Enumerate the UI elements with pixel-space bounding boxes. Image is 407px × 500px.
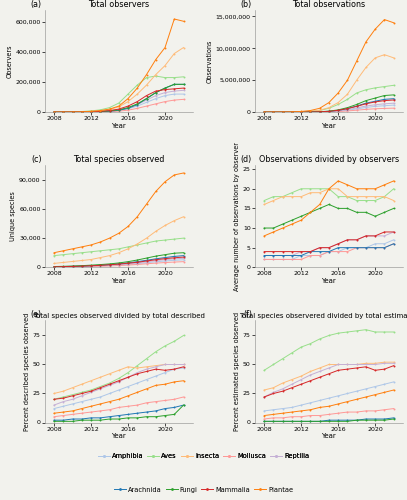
Y-axis label: Observers: Observers: [7, 44, 13, 78]
X-axis label: Year: Year: [322, 433, 336, 439]
Title: Total observations: Total observations: [292, 0, 365, 9]
Y-axis label: Percent described species observed: Percent described species observed: [24, 312, 30, 430]
X-axis label: Year: Year: [322, 278, 336, 284]
X-axis label: Year: Year: [112, 433, 126, 439]
Title: Total species observed: Total species observed: [73, 156, 164, 164]
Text: (b): (b): [241, 0, 252, 9]
X-axis label: Year: Year: [112, 278, 126, 284]
Title: Total observers: Total observers: [88, 0, 149, 9]
Text: (c): (c): [31, 155, 42, 164]
Title: Observations divided by observers: Observations divided by observers: [259, 156, 399, 164]
Y-axis label: Unique species: Unique species: [10, 192, 16, 241]
Text: (d): (d): [241, 155, 252, 164]
Text: (f): (f): [243, 310, 252, 320]
Text: (e): (e): [31, 310, 42, 320]
Legend: Arachnida, Fungi, Mammalia, Plantae: Arachnida, Fungi, Mammalia, Plantae: [114, 486, 293, 492]
X-axis label: Year: Year: [322, 122, 336, 128]
Y-axis label: Average number of observations by observer: Average number of observations by observ…: [234, 142, 240, 291]
Title: Total species observed divided by total described: Total species observed divided by total …: [33, 312, 205, 318]
Y-axis label: Observations: Observations: [207, 40, 213, 82]
Legend: Amphibia, Aves, Insecta, Mollusca, Reptilia: Amphibia, Aves, Insecta, Mollusca, Repti…: [98, 453, 309, 459]
Y-axis label: Percent estimated species observed: Percent estimated species observed: [234, 312, 240, 431]
Title: Total species observered divided by total estimated: Total species observered divided by tota…: [239, 312, 407, 318]
Text: (a): (a): [31, 0, 42, 9]
X-axis label: Year: Year: [112, 122, 126, 128]
